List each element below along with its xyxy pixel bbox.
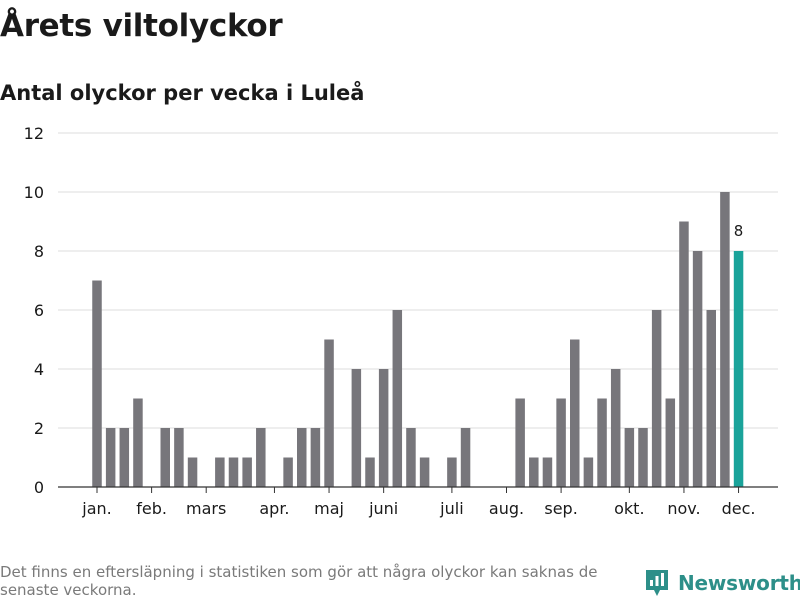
- bar: [529, 457, 539, 487]
- bar: [283, 457, 293, 487]
- highlight-bar: [733, 251, 744, 487]
- bar: [706, 310, 716, 487]
- bar: [624, 428, 635, 487]
- footer-note: Det finns en eftersläpning i statistiken…: [0, 563, 598, 599]
- x-tick-label: feb.: [136, 499, 167, 518]
- x-tick-label: okt.: [614, 499, 644, 518]
- bar: [174, 428, 184, 487]
- bar: [256, 428, 266, 487]
- x-axis: jan. feb. mars apr. maj juni juli aug. sep. okt. n…: [58, 486, 778, 518]
- bar: [419, 457, 430, 487]
- x-tick-label: nov.: [667, 499, 700, 518]
- y-tick-label: 8: [34, 242, 44, 261]
- bar: [105, 428, 116, 487]
- bar: [692, 251, 703, 487]
- bar: [119, 428, 130, 487]
- bar: [542, 457, 553, 487]
- bar: [720, 192, 730, 487]
- chart-subtitle: Antal olyckor per vecka i Luleå: [0, 81, 365, 105]
- bar: [638, 428, 648, 487]
- bar: [365, 457, 375, 487]
- x-tick-label: juli: [439, 499, 463, 518]
- y-tick-label: 6: [34, 301, 44, 320]
- gridlines: [58, 132, 778, 429]
- highlight-value-label: 8: [734, 222, 744, 240]
- y-tick-label: 4: [34, 360, 44, 379]
- data-labels: 8: [734, 222, 744, 240]
- bar: [160, 428, 170, 487]
- bar: [215, 457, 225, 487]
- bar: [583, 457, 594, 487]
- bar: [133, 398, 143, 487]
- y-tick-label: 0: [34, 478, 44, 497]
- bar: [297, 428, 307, 487]
- bars: [92, 192, 744, 487]
- bar: [228, 457, 239, 487]
- bar: [460, 428, 471, 487]
- bar: [406, 428, 416, 487]
- bar: [378, 369, 389, 487]
- x-tick-label: jan.: [81, 499, 111, 518]
- x-tick-label: juni: [368, 499, 398, 518]
- x-tick-label: mars: [186, 499, 226, 518]
- bar: [679, 221, 689, 487]
- bar: [392, 310, 403, 487]
- bar: [570, 339, 580, 487]
- y-axis-ticks: 0 2 4 6 8 10 12: [24, 124, 44, 497]
- weekly-accidents-bar-chart: 0 2 4 6 8 10 12 jan. feb. mars apr. maj juni juli aug…: [24, 124, 778, 518]
- chart-title: Årets viltolyckor: [0, 8, 283, 44]
- bar: [651, 310, 662, 487]
- y-tick-label: 2: [34, 419, 44, 438]
- newsworthy-logo-icon: [646, 570, 668, 596]
- bar: [665, 398, 676, 487]
- newsworthy-logo[interactable]: Newsworthy: [644, 568, 800, 598]
- x-tick-label: sep.: [544, 499, 577, 518]
- bar: [310, 428, 321, 487]
- bar: [447, 457, 457, 487]
- bar: [556, 398, 566, 487]
- bar: [597, 398, 607, 487]
- bar: [92, 280, 102, 487]
- bar: [242, 457, 252, 487]
- x-tick-label: aug.: [489, 499, 524, 518]
- bar: [610, 369, 621, 487]
- y-tick-label: 10: [24, 183, 44, 202]
- bar: [515, 398, 525, 487]
- bar: [351, 369, 362, 487]
- x-tick-label: maj: [314, 499, 344, 518]
- bar: [187, 457, 198, 487]
- x-tick-label: dec.: [722, 499, 756, 518]
- bar: [324, 339, 334, 487]
- y-tick-label: 12: [24, 124, 44, 143]
- newsworthy-logo-text: Newsworthy: [678, 571, 800, 595]
- x-tick-label: apr.: [259, 499, 289, 518]
